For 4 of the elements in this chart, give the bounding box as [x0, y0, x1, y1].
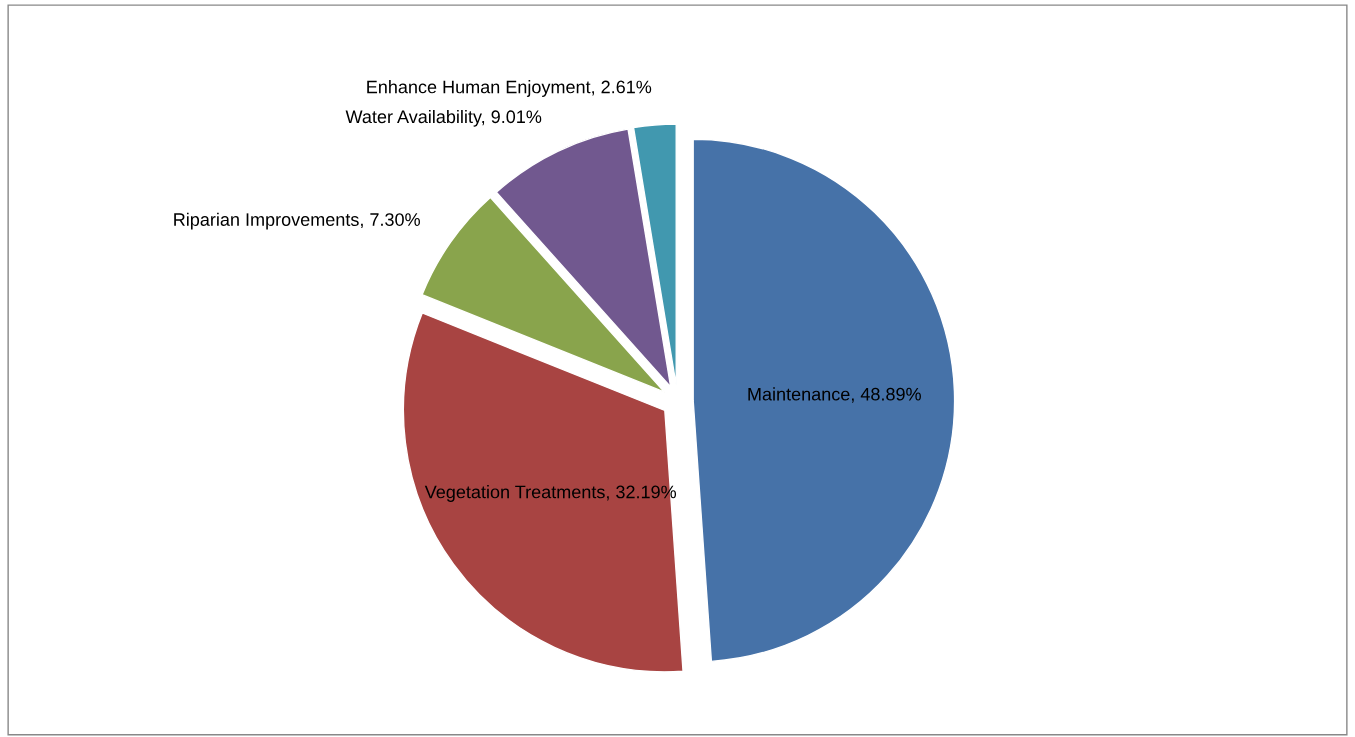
slice-label: Riparian Improvements, 7.30% — [174, 212, 420, 230]
slice-label: Enhance Human Enjoyment, 2.61% — [367, 80, 652, 97]
slice-label: Maintenance, 48.89% — [748, 387, 921, 403]
slice-label: Water Availability, 9.01% — [345, 109, 542, 127]
